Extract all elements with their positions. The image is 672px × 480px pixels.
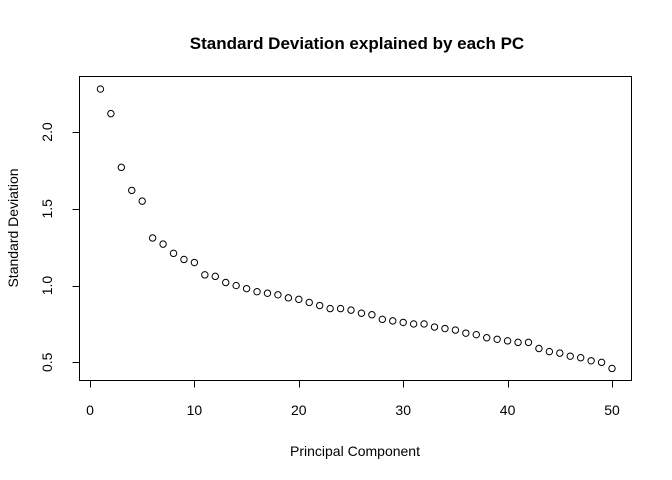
- data-point: [117, 163, 126, 172]
- data-point: [180, 255, 188, 264]
- data-point: [430, 323, 439, 331]
- data-point: [462, 329, 470, 337]
- data-point: [483, 334, 491, 342]
- x-tick-label: 10: [187, 402, 203, 418]
- data-point: [576, 354, 585, 362]
- data-point: [378, 315, 387, 324]
- data-point: [368, 311, 376, 319]
- data-point: [222, 278, 230, 287]
- data-point: [514, 338, 522, 347]
- data-point: [535, 344, 543, 353]
- x-tick-label: 0: [86, 402, 94, 418]
- data-point: [441, 324, 449, 333]
- x-axis: 0 10 20 30 40 50: [86, 380, 620, 418]
- data-point: [138, 197, 146, 205]
- x-tick-label: 20: [291, 402, 307, 418]
- data-point: [357, 309, 366, 317]
- y-tick-label: 0.5: [39, 352, 55, 372]
- data-point: [295, 295, 303, 304]
- y-tick-label: 1.5: [39, 199, 55, 219]
- data-point: [169, 249, 178, 258]
- data-point: [263, 289, 272, 297]
- chart-title: Standard Deviation explained by each PC: [190, 34, 524, 53]
- x-tick-label: 50: [604, 402, 620, 418]
- data-point: [107, 109, 115, 118]
- data-point: [608, 364, 616, 373]
- data-point: [347, 306, 355, 314]
- data-point: [503, 337, 512, 345]
- data-point: [96, 85, 105, 93]
- y-axis-label: Standard Deviation: [5, 168, 21, 287]
- data-point: [493, 335, 501, 343]
- data-point: [451, 326, 460, 334]
- data-point: [190, 258, 199, 267]
- data-point: [472, 330, 480, 339]
- data-point: [399, 318, 407, 327]
- data-point: [159, 240, 167, 248]
- data-point: [556, 349, 564, 357]
- data-point: [315, 301, 324, 310]
- data-point: [587, 357, 595, 365]
- data-point: [524, 338, 533, 347]
- data-point: [274, 291, 282, 299]
- data-points: [96, 85, 616, 373]
- data-point: [545, 347, 554, 356]
- x-axis-label: Principal Component: [290, 443, 420, 459]
- data-point: [253, 288, 261, 296]
- data-point: [128, 186, 136, 195]
- data-point: [148, 234, 157, 242]
- y-tick-label: 2.0: [39, 122, 55, 142]
- data-point: [211, 272, 219, 281]
- y-axis: 0.5 1.0 1.5 2.0: [39, 122, 80, 372]
- data-point: [326, 304, 334, 313]
- x-tick-label: 40: [500, 402, 516, 418]
- data-point: [336, 304, 345, 313]
- data-point: [242, 284, 251, 293]
- data-point: [232, 281, 240, 290]
- data-point: [597, 358, 606, 367]
- data-point: [420, 320, 428, 328]
- data-point: [305, 298, 313, 307]
- data-point: [566, 352, 574, 360]
- y-tick-label: 1.0: [39, 276, 55, 296]
- data-point: [409, 320, 418, 328]
- x-tick-label: 30: [395, 402, 411, 418]
- data-point: [284, 294, 293, 302]
- data-point: [201, 271, 209, 279]
- data-point: [389, 317, 397, 325]
- plot-frame: [79, 76, 632, 381]
